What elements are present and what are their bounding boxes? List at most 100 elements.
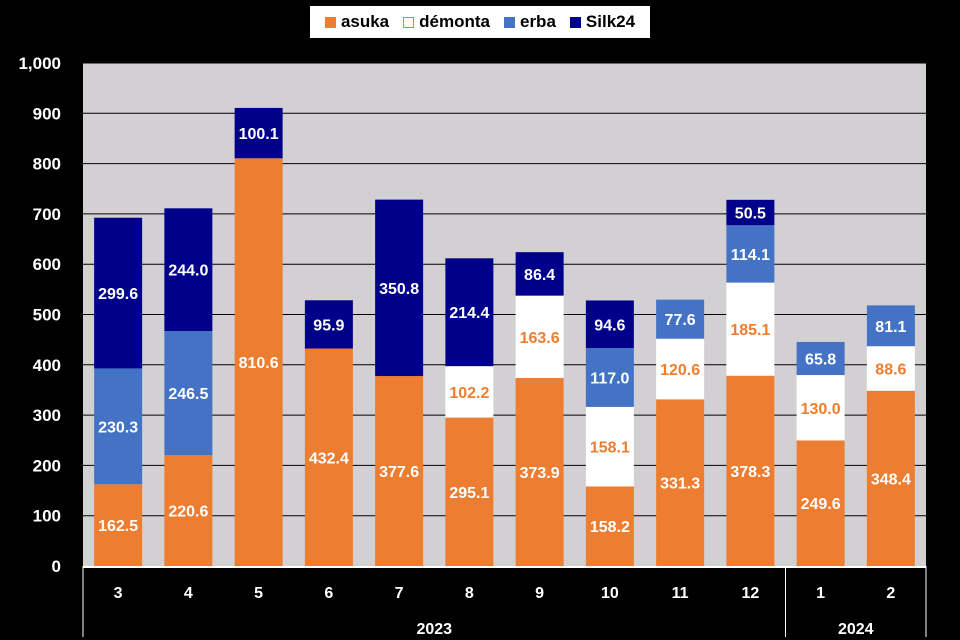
bar-segment-silk24: [585, 300, 634, 349]
bar-segment-asuka: [726, 375, 775, 566]
data-label: 432.4: [309, 450, 349, 467]
y-tick-label: 100: [33, 507, 61, 526]
y-tick-label: 800: [33, 155, 61, 174]
year-group-label: 2024: [838, 621, 874, 638]
bar-segment-asuka: [866, 390, 915, 566]
bar-segment-asuka: [164, 455, 213, 566]
data-label: 65.8: [805, 352, 836, 369]
x-tick-label: 6: [324, 585, 333, 602]
bar-segment-erba: [796, 341, 845, 376]
x-tick-label: 9: [535, 585, 544, 602]
y-tick-label: 1,000: [18, 54, 61, 73]
y-tick-label: 900: [33, 104, 61, 123]
data-label: 299.6: [98, 286, 138, 303]
bar-segment-dmonta: [585, 406, 634, 487]
data-label: 249.6: [801, 496, 841, 513]
legend-swatch-demonta: [403, 16, 415, 28]
bar-segment-silk24: [375, 199, 424, 377]
chart-legend: asuka démonta erba Silk24: [310, 6, 650, 38]
data-label: 50.5: [735, 206, 766, 223]
data-label: 95.9: [313, 317, 344, 334]
legend-item-erba: erba: [503, 12, 556, 32]
bar-segment-asuka: [445, 417, 494, 566]
data-label: 120.6: [660, 362, 700, 379]
x-tick-label: 8: [465, 585, 474, 602]
bar-segment-asuka: [234, 158, 283, 567]
bar-segment-asuka: [94, 484, 143, 566]
x-tick-label: 11: [672, 585, 689, 602]
x-tick-label: 12: [741, 585, 759, 602]
data-label: 246.5: [168, 386, 208, 403]
y-tick-label: 200: [33, 456, 61, 475]
data-label: 114.1: [731, 247, 770, 264]
data-label: 350.8: [379, 281, 419, 298]
data-label: 88.6: [875, 361, 906, 378]
bar-segment-erba: [726, 225, 775, 283]
bar-segment-erba: [866, 305, 915, 347]
x-tick-label: 2: [886, 585, 895, 602]
data-label: 214.4: [449, 305, 489, 322]
legend-item-demonta: démonta: [403, 12, 490, 32]
bar-segment-asuka: [585, 486, 634, 566]
bar-segment-dmonta: [726, 282, 775, 376]
bar-segment-silk24: [445, 258, 494, 367]
data-label: 77.6: [665, 312, 696, 329]
bar-segment-asuka: [375, 376, 424, 566]
bar-segment-silk24: [515, 252, 564, 296]
bar-segment-asuka: [796, 440, 845, 566]
legend-label-erba: erba: [519, 12, 556, 31]
y-tick-label: 600: [33, 255, 61, 274]
bar-segment-asuka: [656, 399, 705, 566]
data-label: 117.0: [590, 370, 629, 387]
y-tick-label: 300: [33, 406, 61, 425]
x-tick-label: 4: [184, 585, 193, 602]
legend-swatch-asuka: [324, 16, 336, 28]
legend-label-demonta: démonta: [419, 12, 490, 31]
legend-swatch-silk24: [569, 16, 581, 28]
bar-segment-erba: [656, 299, 705, 339]
y-tick-label: 400: [33, 356, 61, 375]
data-label: 81.1: [875, 319, 906, 336]
bar-segment-erba: [94, 368, 143, 485]
bar-segment-dmonta: [796, 375, 845, 441]
data-label: 348.4: [871, 471, 911, 488]
legend-item-asuka: asuka: [324, 12, 390, 32]
data-label: 163.6: [520, 330, 560, 347]
data-label: 102.2: [449, 385, 489, 402]
bar-segment-silk24: [726, 199, 775, 226]
legend-label-asuka: asuka: [340, 12, 390, 31]
data-label: 220.6: [168, 504, 208, 521]
bar-segment-dmonta: [445, 366, 494, 418]
data-label: 230.3: [98, 419, 138, 436]
data-label: 94.6: [594, 317, 625, 334]
data-label: 373.9: [520, 465, 560, 482]
x-tick-label: 10: [601, 585, 619, 602]
bar-segment-silk24: [94, 217, 143, 369]
bar-segment-silk24: [234, 107, 283, 159]
year-group-label: 2023: [416, 621, 452, 638]
data-label: 185.1: [730, 322, 770, 339]
y-tick-label: 500: [33, 306, 61, 325]
legend-item-silk24: Silk24: [569, 12, 635, 32]
data-label: 810.6: [239, 355, 279, 372]
y-tick-label: 700: [33, 205, 61, 224]
data-label: 100.1: [239, 126, 279, 143]
bar-segment-erba: [164, 331, 213, 456]
bar-segment-silk24: [304, 300, 353, 349]
data-label: 331.3: [660, 476, 700, 493]
data-label: 378.3: [730, 464, 770, 481]
bar-segment-asuka: [515, 377, 564, 566]
bar-segment-asuka: [304, 348, 353, 566]
data-label: 377.6: [379, 464, 419, 481]
y-tick-label: 0: [52, 557, 61, 576]
data-label: 244.0: [168, 263, 208, 280]
data-label: 86.4: [524, 267, 555, 284]
x-tick-label: 7: [395, 585, 404, 602]
x-tick-label: 3: [114, 585, 123, 602]
bar-segment-erba: [585, 348, 634, 407]
data-label: 295.1: [449, 485, 489, 502]
data-label: 158.1: [590, 440, 630, 457]
x-tick-label: 5: [254, 585, 263, 602]
data-label: 158.2: [590, 519, 630, 536]
data-label: 130.0: [801, 401, 841, 418]
